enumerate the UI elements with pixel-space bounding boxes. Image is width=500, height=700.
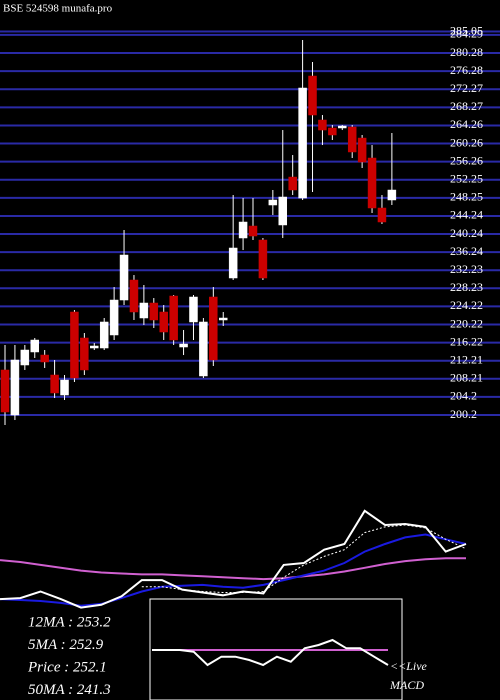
candle-body xyxy=(159,311,168,333)
candle-body xyxy=(318,119,327,131)
candle-body xyxy=(347,126,357,153)
y-tick-label: 285.05 xyxy=(450,23,483,37)
candle-body xyxy=(238,221,248,239)
candle-body xyxy=(298,87,307,199)
candle-body xyxy=(90,345,99,349)
y-tick-label: 212.21 xyxy=(450,352,483,366)
y-tick-label: 220.22 xyxy=(450,316,483,330)
candle-body xyxy=(258,239,268,279)
candle-body xyxy=(357,137,367,163)
stat-label: 50MA : 241.3 xyxy=(28,682,111,698)
y-tick-label: 272.27 xyxy=(450,81,483,95)
candle-body xyxy=(119,254,129,301)
candle-body xyxy=(40,354,49,363)
annotation: <<Live xyxy=(390,659,428,673)
chart-title: BSE 524598 munafa.pro xyxy=(3,3,113,15)
candle-body xyxy=(268,199,278,206)
indicator-line xyxy=(152,638,389,667)
y-tick-label: 248.25 xyxy=(450,190,483,204)
candle-body xyxy=(169,295,178,341)
candle-body xyxy=(99,321,109,349)
y-tick-label: 256.26 xyxy=(450,153,483,167)
candle-body xyxy=(278,196,288,226)
candle-body xyxy=(288,176,297,191)
y-tick-label: 276.28 xyxy=(450,63,483,77)
candle-body xyxy=(60,379,69,396)
candle-body xyxy=(367,157,377,209)
candle-body xyxy=(50,374,59,394)
candle-body xyxy=(209,296,218,361)
candle-body xyxy=(0,369,10,413)
candle-body xyxy=(218,317,228,321)
candle-body xyxy=(10,359,20,416)
y-tick-label: 228.23 xyxy=(450,280,483,294)
candle-body xyxy=(338,125,347,129)
candle-body xyxy=(149,302,159,321)
candle-body xyxy=(189,296,198,323)
candle-body xyxy=(129,279,139,313)
candle-body xyxy=(387,189,397,201)
candle-body xyxy=(109,299,119,336)
y-tick-label: 252.25 xyxy=(450,171,483,185)
indicator-line xyxy=(0,557,466,581)
candle-body xyxy=(228,247,238,279)
y-tick-label: 216.22 xyxy=(450,334,483,348)
candle-body xyxy=(80,337,89,371)
y-tick-label: 200.2 xyxy=(450,407,477,421)
y-tick-label: 280.28 xyxy=(450,45,483,59)
candle-body xyxy=(377,207,387,223)
candle-body xyxy=(328,127,337,136)
stat-label: 12MA : 253.2 xyxy=(28,614,111,630)
y-tick-label: 208.21 xyxy=(450,371,483,385)
y-tick-label: 284.29 xyxy=(450,27,483,41)
candle-body xyxy=(179,343,188,348)
candle-body xyxy=(20,349,30,366)
y-tick-label: 268.27 xyxy=(450,99,483,113)
y-tick-label: 264.26 xyxy=(450,117,483,131)
y-tick-label: 240.24 xyxy=(450,226,483,240)
candle-body xyxy=(248,225,258,237)
y-tick-label: 260.26 xyxy=(450,135,483,149)
y-tick-label: 204.2 xyxy=(450,389,477,403)
y-tick-label: 236.24 xyxy=(450,244,483,258)
candle-body xyxy=(30,339,40,353)
indicator-line xyxy=(0,509,467,609)
y-tick-label: 232.23 xyxy=(450,262,483,276)
y-tick-label: 224.22 xyxy=(450,298,483,312)
stat-label: Price : 252.1 xyxy=(27,659,107,675)
candle-body xyxy=(139,302,149,319)
candle-body xyxy=(70,311,79,379)
candle-body xyxy=(199,321,208,377)
candle-body xyxy=(308,75,317,116)
macd-box xyxy=(149,598,403,700)
stat-label: 5MA : 252.9 xyxy=(28,637,104,653)
y-tick-label: 244.24 xyxy=(450,208,483,222)
annotation: MACD xyxy=(389,678,424,692)
